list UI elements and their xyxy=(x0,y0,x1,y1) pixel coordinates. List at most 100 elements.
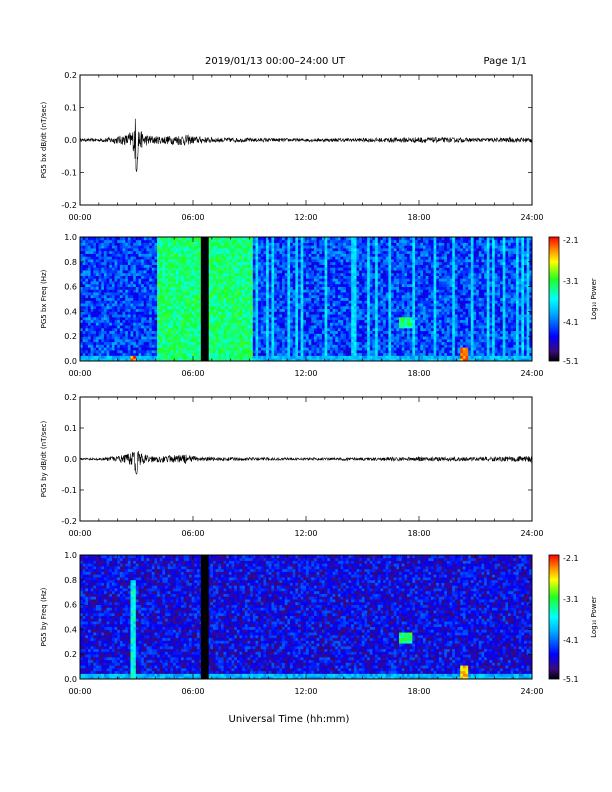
spectrogram-cell xyxy=(244,237,248,241)
spectrogram-cells xyxy=(80,237,533,362)
spectrogram-cell xyxy=(109,341,113,345)
spectrogram-cell xyxy=(141,239,145,243)
spectrogram-cell xyxy=(247,344,251,348)
spectrogram-cell xyxy=(367,344,371,348)
spectrogram-cell xyxy=(93,283,97,287)
spectrogram-cell xyxy=(353,264,357,268)
spectrogram-cell xyxy=(351,341,355,345)
spectrogram-cell xyxy=(111,239,115,243)
spectrogram-cell xyxy=(250,358,254,362)
spectrogram-cell xyxy=(218,275,222,279)
spectrogram-cell xyxy=(165,336,169,340)
spectrogram-cell xyxy=(282,259,286,263)
spectrogram-cell xyxy=(189,237,193,241)
spectrogram-cell xyxy=(170,349,174,354)
spectrogram-cell xyxy=(255,289,259,293)
spectrogram-cell xyxy=(141,344,145,348)
spectrogram-cell xyxy=(167,286,171,290)
spectrogram-cell xyxy=(300,275,304,279)
spectrogram-cell xyxy=(154,261,158,265)
spectrogram-cell xyxy=(279,308,283,312)
spectrogram-cell xyxy=(133,347,137,351)
spectrogram-cell xyxy=(183,314,187,318)
spectrogram-cell xyxy=(327,300,331,304)
spectrogram-cell xyxy=(93,259,97,263)
spectrogram-cell xyxy=(223,286,227,290)
spectrogram-cell xyxy=(82,239,86,243)
spectrogram-cell xyxy=(295,327,299,332)
spectrogram-cell xyxy=(324,242,328,246)
spectrogram-cell xyxy=(295,305,299,310)
spectrogram-cell xyxy=(215,355,219,359)
spectrogram-cell xyxy=(329,278,333,282)
spectrogram-cell xyxy=(223,336,227,340)
spectrogram-cell xyxy=(157,300,161,304)
spectrogram-cell xyxy=(327,272,331,276)
spectrogram-cell xyxy=(290,316,294,321)
spectrogram-cell xyxy=(335,344,339,348)
spectrogram-cell xyxy=(220,245,224,249)
spectrogram-cell xyxy=(82,305,86,310)
spectrogram-cell xyxy=(90,347,94,351)
spectrogram-cell xyxy=(175,338,179,343)
spectrogram-cell xyxy=(324,239,328,243)
spectrogram-cell xyxy=(329,242,333,246)
spectrogram-cell xyxy=(324,358,328,362)
spectrogram-cell xyxy=(189,270,193,274)
spectrogram-cell xyxy=(220,347,224,351)
spectrogram-cell xyxy=(239,344,243,348)
spectrogram-cell xyxy=(175,333,179,337)
spectrogram-cell xyxy=(276,294,280,299)
spectrogram-cell xyxy=(353,330,357,334)
spectrogram-cell xyxy=(165,250,169,254)
spectrogram-cell xyxy=(170,297,174,301)
spectrogram-cell xyxy=(239,303,243,307)
spectrogram-cell xyxy=(103,278,107,282)
spectrogram-cell xyxy=(292,330,296,334)
spectrogram-cell xyxy=(260,319,264,323)
spectrogram-cell xyxy=(181,305,185,310)
spectrogram-cell xyxy=(151,275,155,279)
spectrogram-cell xyxy=(186,314,190,318)
spectrogram-cell xyxy=(122,272,126,276)
spectrogram-cell xyxy=(292,347,296,351)
spectrogram-cell xyxy=(367,352,371,356)
spectrogram-cell xyxy=(364,275,368,279)
spectrogram-cell xyxy=(226,286,230,290)
spectrogram-cell xyxy=(151,308,155,312)
spectrogram-cell xyxy=(119,272,123,276)
spectrogram-cell xyxy=(82,355,86,359)
spectrogram-cell xyxy=(308,270,312,274)
spectrogram-cell xyxy=(170,344,174,348)
spectrogram-cell xyxy=(119,330,123,334)
spectrogram-cell xyxy=(215,327,219,332)
spectrogram-cell xyxy=(356,344,360,348)
spectrogram-cell xyxy=(255,358,259,362)
spectrogram-cell xyxy=(258,325,262,329)
spectrogram-cell xyxy=(340,347,344,351)
spectrogram-cell xyxy=(162,349,166,354)
spectrogram-cell xyxy=(196,270,201,274)
spectrogram-cell xyxy=(276,267,280,271)
spectrogram-cell xyxy=(223,352,227,356)
spectrogram-cell xyxy=(340,275,344,279)
spectrogram-cell xyxy=(236,250,240,254)
spectrogram-cell xyxy=(356,267,360,271)
spectrogram-cell xyxy=(300,259,304,263)
spectrogram-cell xyxy=(252,278,256,282)
spectrogram-cell xyxy=(194,300,198,304)
spectrogram-cell xyxy=(157,256,161,260)
spectrogram-cell xyxy=(114,289,118,293)
spectrogram-cell xyxy=(119,253,123,257)
spectrogram-cell xyxy=(345,259,349,263)
spectrogram-cell xyxy=(207,250,211,254)
spectrogram-cell xyxy=(191,319,195,323)
spectrogram-cell xyxy=(114,264,118,268)
spectrogram-cell xyxy=(127,281,131,285)
spectrogram-cell xyxy=(220,281,224,285)
spectrogram-cell xyxy=(266,294,270,299)
spectrogram-cell xyxy=(266,314,270,318)
spectrogram-cell xyxy=(234,237,238,241)
spectrogram-cell xyxy=(266,237,270,241)
spectrogram-cell xyxy=(340,250,344,254)
